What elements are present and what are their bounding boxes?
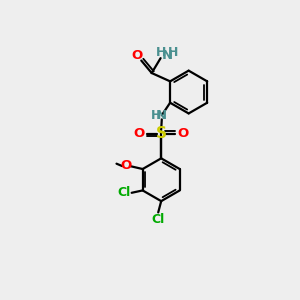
Text: Cl: Cl: [152, 213, 165, 226]
Text: O: O: [177, 127, 188, 140]
Text: H: H: [156, 46, 167, 59]
Text: Cl: Cl: [117, 186, 130, 199]
Text: H: H: [168, 46, 178, 59]
Text: O: O: [134, 127, 145, 140]
Text: N: N: [162, 49, 173, 62]
Text: N: N: [156, 109, 167, 122]
Text: O: O: [131, 49, 143, 62]
Text: H: H: [151, 109, 161, 122]
Text: O: O: [120, 159, 131, 172]
Text: S: S: [156, 126, 167, 141]
